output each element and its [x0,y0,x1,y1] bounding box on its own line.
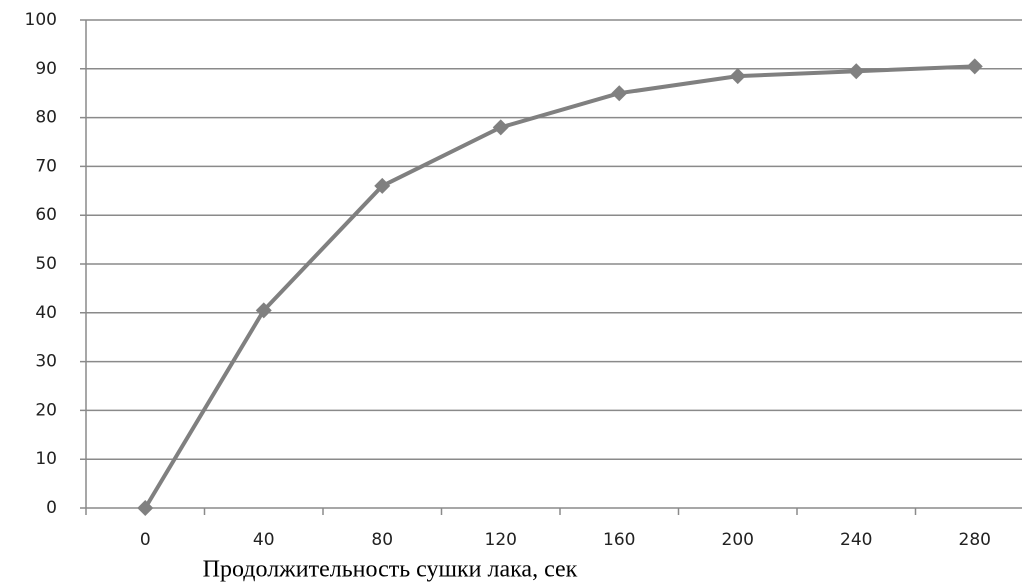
data-point [729,68,746,85]
y-tick-label: 60 [35,205,57,225]
y-tick-label: 100 [25,10,57,30]
x-tick-label: 80 [371,530,393,550]
x-tick-label: 240 [840,530,872,550]
y-tick-label: 0 [46,498,57,518]
y-tick-label: 40 [35,303,57,323]
x-tick-label: 160 [603,530,635,550]
x-tick-label: 280 [959,530,991,550]
data-point [255,302,272,319]
y-tick-label: 90 [35,59,57,79]
y-tick-label: 80 [35,108,57,128]
x-tick-label: 200 [722,530,754,550]
y-tick-label: 50 [35,254,57,274]
y-tick-label: 10 [35,449,57,469]
data-line [143,64,975,510]
y-tick-label: 20 [35,400,57,420]
data-point [492,119,509,136]
data-point [966,58,983,75]
x-tick-label: 120 [485,530,517,550]
data-point [611,85,628,102]
y-tick-label: 70 [35,156,57,176]
data-point [848,63,865,80]
x-tick-label: 40 [253,530,275,550]
data-point [137,500,154,516]
x-tick-label: 0 [140,530,151,550]
x-axis-label: Продолжительность сушки лака, сек [203,557,578,583]
y-tick-label: 30 [35,352,57,372]
data-point [374,177,391,194]
